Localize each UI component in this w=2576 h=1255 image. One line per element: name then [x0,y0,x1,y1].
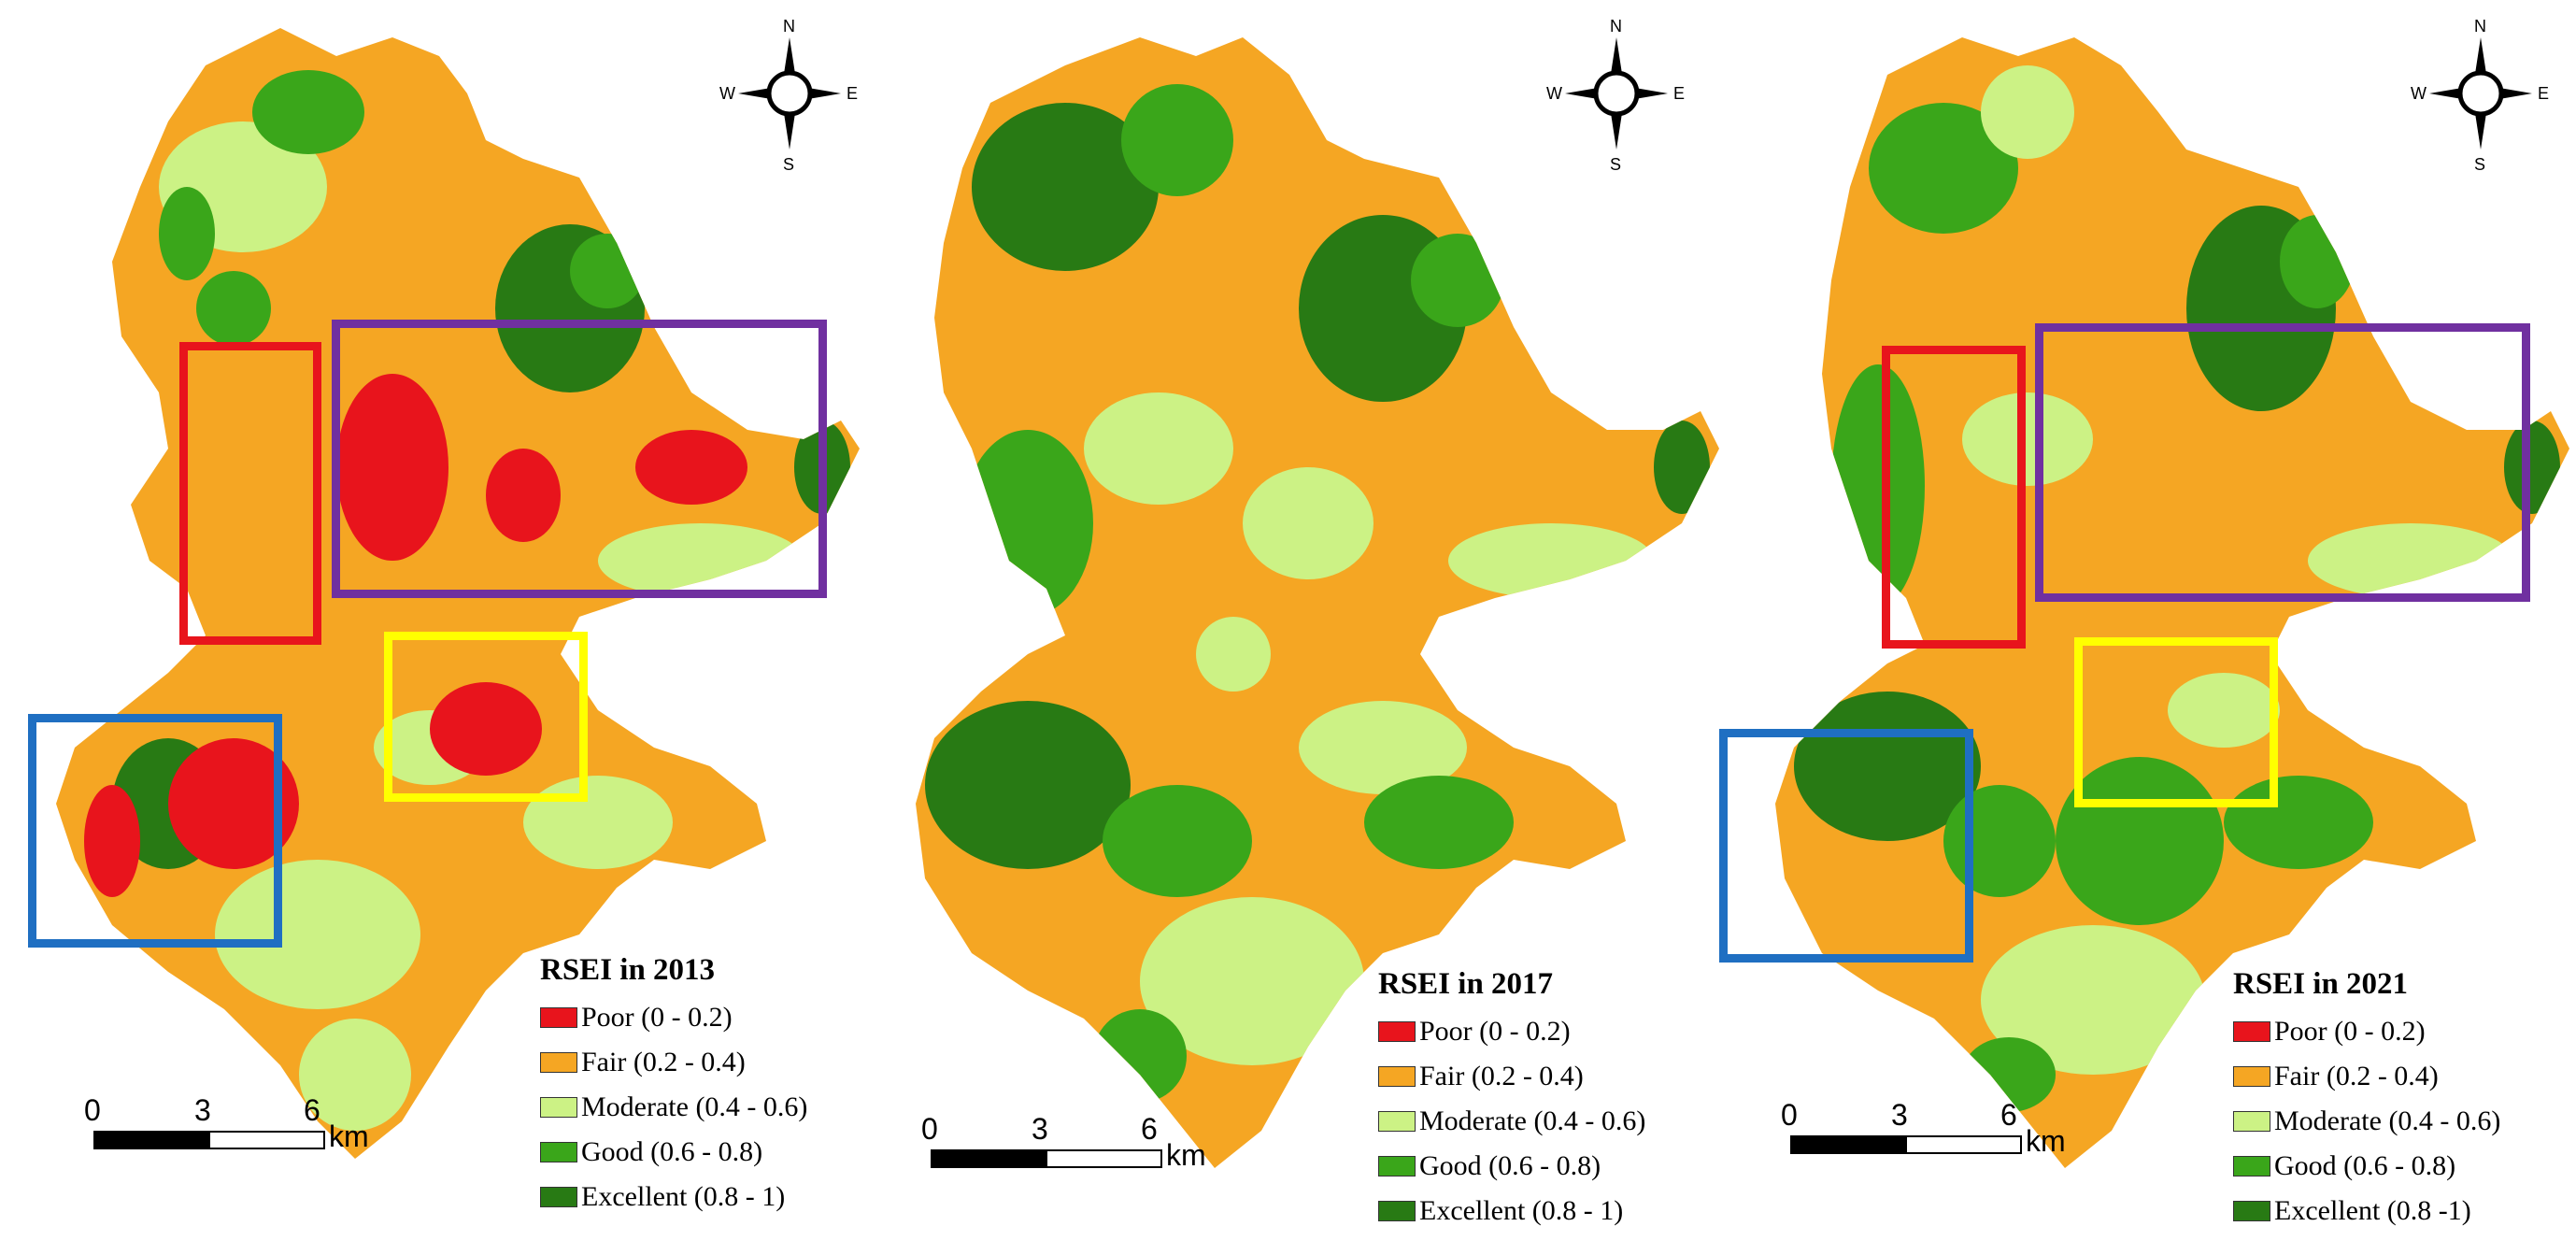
legend-item-moderate: Moderate (0.4 - 0.6) [540,1085,807,1130]
legend-item-good: Good (0.6 - 0.8) [540,1130,807,1175]
highlight-box-blue [28,714,282,948]
compass-rose: N S W E [1546,9,1686,178]
rsei-map-2017 [916,37,1719,1168]
legend-title: RSEI in 2021 [2233,967,2409,1001]
swatch-good [1378,1156,1416,1177]
legend-item-excellent: Excellent (0.8 - 1) [1378,1189,1645,1234]
swatch-fair [2233,1066,2270,1087]
legend-2017: RSEI in 2017 Poor (0 - 0.2) Fair (0.2 - … [1378,967,1645,1234]
scale-unit: km [2026,1124,2066,1158]
legend-item-poor: Poor (0 - 0.2) [2233,1009,2500,1054]
highlight-box-purple [2035,323,2530,602]
legend-item-good: Good (0.6 - 0.8) [1378,1144,1645,1189]
swatch-excellent [1378,1201,1416,1221]
scale-tick-6: 6 [304,1093,320,1127]
swatch-excellent [540,1187,577,1207]
scale-bar-2021: 0 3 6 km [1781,1098,2080,1160]
swatch-fair [540,1052,577,1073]
swatch-moderate [2233,1111,2270,1132]
legend-2021: RSEI in 2021 Poor (0 - 0.2) Fair (0.2 - … [2233,967,2500,1234]
swatch-moderate [1378,1111,1416,1132]
scale-unit: km [329,1120,369,1153]
swatch-excellent [2233,1201,2270,1221]
swatch-poor [2233,1021,2270,1042]
scale-tick-0: 0 [921,1112,938,1146]
legend-item-excellent: Excellent (0.8 -1) [2233,1189,2500,1234]
highlight-box-yellow [384,632,588,802]
scale-seg-black [931,1149,1047,1168]
legend-2013: RSEI in 2013 Poor (0 - 0.2) Fair (0.2 - … [540,953,807,1219]
scale-tick-0: 0 [84,1093,101,1127]
scale-seg-white [208,1131,325,1149]
compass-n: N [783,17,795,36]
highlight-box-red [179,342,321,645]
legend-item-fair: Fair (0.2 - 0.4) [2233,1054,2500,1099]
scale-bar-2017: 0 3 6 km [921,1112,1220,1174]
scale-seg-white [1046,1149,1162,1168]
scale-tick-3: 3 [1891,1098,1908,1132]
scale-unit: km [1166,1138,1206,1172]
scale-seg-black [1790,1135,1907,1154]
scale-seg-white [1905,1135,2022,1154]
scale-bar-2013: 0 3 6 km [84,1093,383,1155]
legend-item-moderate: Moderate (0.4 - 0.6) [1378,1099,1645,1144]
highlight-box-blue [1719,729,1973,963]
scale-tick-3: 3 [194,1093,211,1127]
compass-icon [2429,37,2532,150]
map-panel-2013: N S W E RSEI in 2013 Poor (0 - 0.2) Fair… [0,0,860,1255]
compass-n: N [1610,17,1622,36]
compass-s: S [2474,155,2486,174]
swatch-moderate [540,1097,577,1118]
compass-w: W [719,84,735,103]
compass-icon [738,37,841,150]
legend-title: RSEI in 2017 [1378,967,1554,1001]
compass-e: E [2538,84,2550,103]
legend-title: RSEI in 2013 [540,953,716,987]
legend-item-excellent: Excellent (0.8 - 1) [540,1175,807,1219]
scale-tick-6: 6 [1141,1112,1158,1146]
highlight-box-yellow [2074,637,2278,807]
legend-item-moderate: Moderate (0.4 - 0.6) [2233,1099,2500,1144]
swatch-poor [1378,1021,1416,1042]
compass-w: W [2411,84,2427,103]
highlight-box-red [1882,346,2026,649]
swatch-good [540,1142,577,1162]
scale-tick-0: 0 [1781,1098,1798,1132]
scale-seg-black [93,1131,210,1149]
compass-e: E [1673,84,1686,103]
compass-s: S [783,155,795,174]
legend-item-poor: Poor (0 - 0.2) [540,995,807,1040]
compass-e: E [847,84,859,103]
scale-tick-3: 3 [1032,1112,1048,1146]
rsei-map-2021 [1775,37,2569,1168]
compass-rose: N S W E [2411,9,2551,178]
map-panel-2017: N S W E RSEI in 2017 Poor (0 - 0.2) Fair… [860,0,1719,1255]
map-panel-2021: N S W E RSEI in 2021 Poor (0 - 0.2) Fair… [1701,0,2576,1255]
legend-item-good: Good (0.6 - 0.8) [2233,1144,2500,1189]
swatch-fair [1378,1066,1416,1087]
compass-rose: N S W E [719,9,860,178]
compass-n: N [2474,17,2486,36]
swatch-good [2233,1156,2270,1177]
scale-tick-6: 6 [2000,1098,2017,1132]
swatch-poor [540,1007,577,1028]
legend-item-fair: Fair (0.2 - 0.4) [1378,1054,1645,1099]
legend-item-fair: Fair (0.2 - 0.4) [540,1040,807,1085]
compass-w: W [1546,84,1562,103]
highlight-box-purple [332,320,827,598]
compass-icon [1565,37,1668,150]
legend-item-poor: Poor (0 - 0.2) [1378,1009,1645,1054]
compass-s: S [1610,155,1622,174]
